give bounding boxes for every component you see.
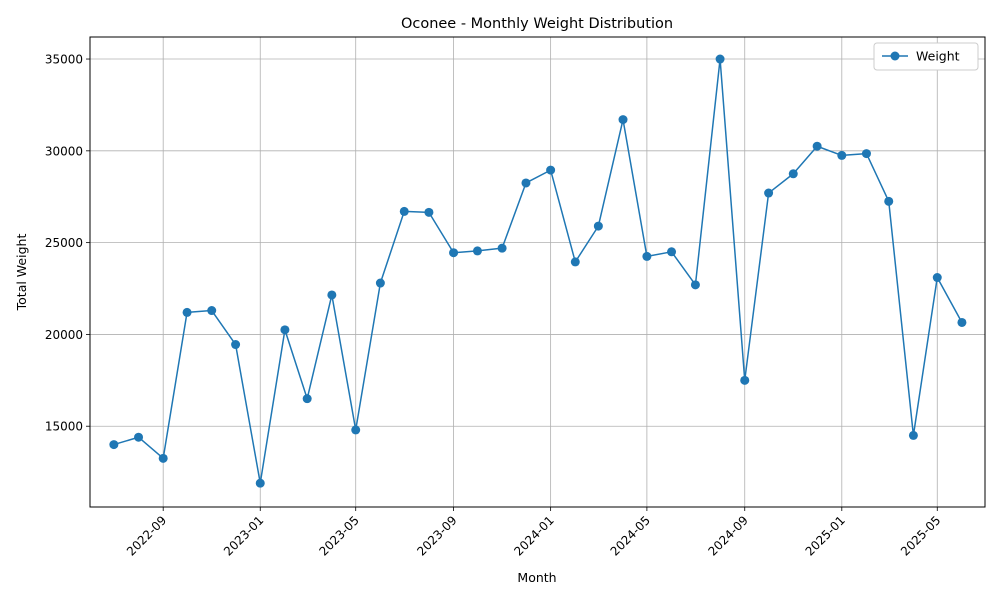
y-tick-label: 15000 bbox=[45, 420, 83, 434]
data-point bbox=[280, 325, 290, 335]
series-group bbox=[109, 54, 967, 488]
legend-marker bbox=[890, 51, 900, 61]
data-point bbox=[302, 394, 312, 404]
data-point bbox=[255, 478, 265, 488]
plot-area-frame bbox=[89, 36, 986, 508]
data-point bbox=[570, 257, 580, 267]
data-point bbox=[497, 243, 507, 253]
data-point bbox=[690, 280, 700, 290]
data-point bbox=[472, 246, 482, 256]
data-point bbox=[449, 248, 459, 258]
data-point bbox=[618, 115, 628, 125]
data-point bbox=[812, 141, 822, 151]
data-point bbox=[109, 440, 119, 450]
data-point bbox=[642, 251, 652, 261]
data-point bbox=[788, 169, 798, 179]
data-point bbox=[351, 425, 361, 435]
data-point bbox=[593, 221, 603, 231]
data-point bbox=[134, 432, 144, 442]
legend: Weight bbox=[873, 42, 979, 71]
legend-box bbox=[873, 42, 979, 71]
data-point bbox=[231, 340, 241, 350]
data-point bbox=[715, 54, 725, 64]
y-axis: 15000 20000 25000 30000 35000 bbox=[45, 53, 90, 434]
data-point bbox=[908, 430, 918, 440]
data-point bbox=[182, 307, 192, 317]
data-point bbox=[837, 150, 847, 160]
data-point bbox=[399, 206, 409, 216]
data-point bbox=[521, 178, 531, 188]
y-tick-label: 35000 bbox=[45, 53, 83, 67]
data-point bbox=[327, 290, 337, 300]
data-point bbox=[546, 165, 556, 175]
chart-title: Oconee - Monthly Weight Distribution bbox=[401, 16, 673, 32]
data-point bbox=[158, 453, 168, 463]
data-point bbox=[764, 188, 774, 198]
y-axis-label: Total Weight bbox=[14, 234, 29, 312]
data-point bbox=[932, 273, 942, 283]
data-point bbox=[957, 317, 967, 327]
grid bbox=[90, 37, 985, 507]
y-tick-label: 30000 bbox=[45, 144, 83, 158]
y-tick-label: 25000 bbox=[45, 236, 83, 250]
data-point bbox=[884, 196, 894, 206]
legend-label: Weight bbox=[916, 49, 960, 64]
data-point bbox=[424, 207, 434, 217]
data-point bbox=[861, 149, 871, 159]
data-point bbox=[375, 278, 385, 288]
x-axis-label: Month bbox=[517, 570, 556, 585]
y-tick-label: 20000 bbox=[45, 328, 83, 342]
data-point bbox=[207, 306, 217, 316]
data-point bbox=[740, 375, 750, 385]
data-point bbox=[667, 247, 677, 257]
